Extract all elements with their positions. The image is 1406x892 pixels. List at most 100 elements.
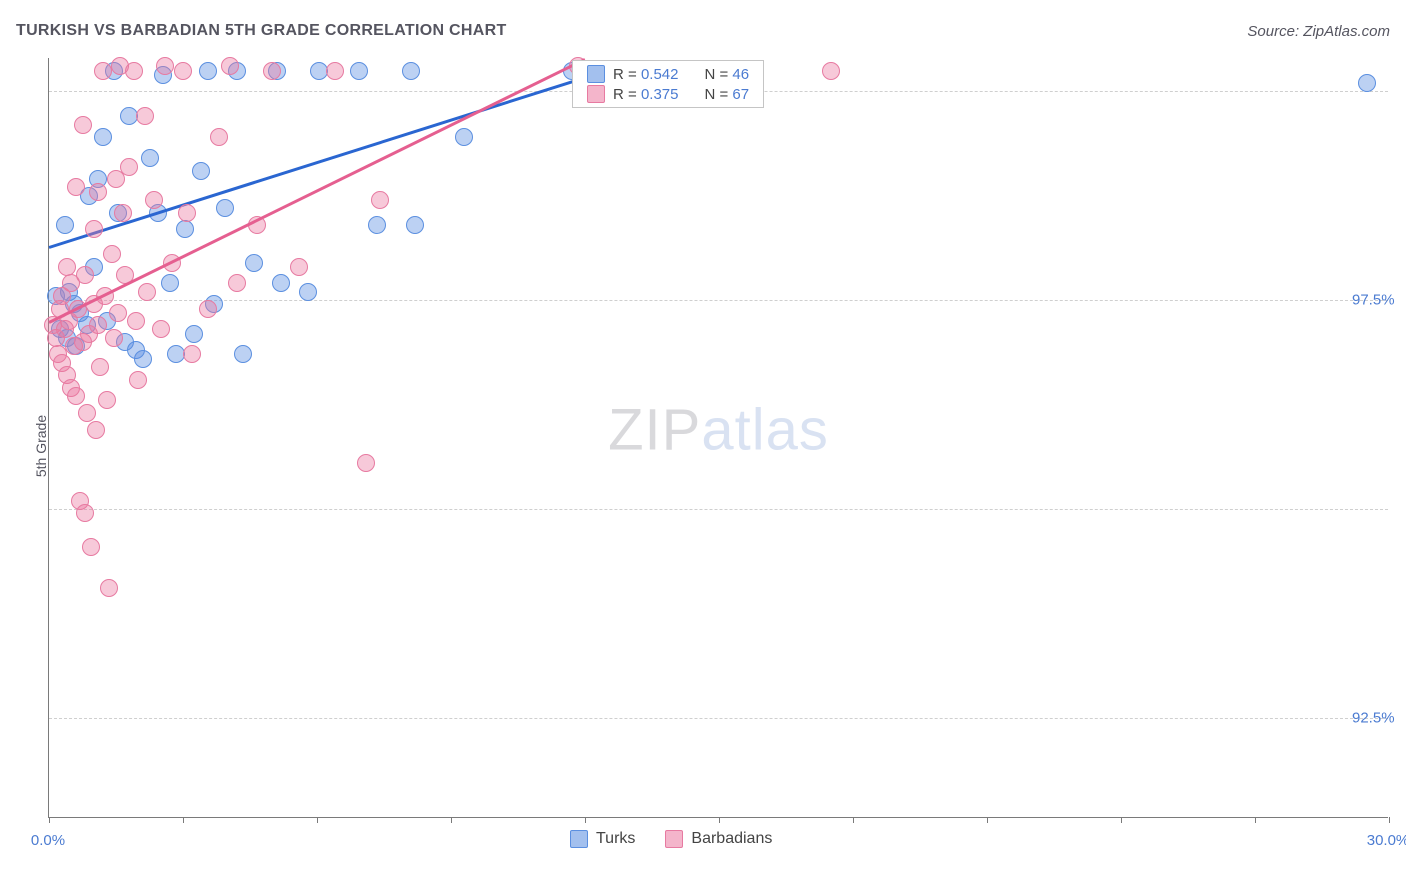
scatter-point <box>299 283 317 301</box>
scatter-point <box>210 128 228 146</box>
scatter-point <box>138 283 156 301</box>
series-legend-item: Barbadians <box>665 830 772 848</box>
scatter-point <box>183 345 201 363</box>
scatter-point <box>228 274 246 292</box>
scatter-point <box>326 62 344 80</box>
scatter-point <box>125 62 143 80</box>
scatter-point <box>85 220 103 238</box>
scatter-point <box>822 62 840 80</box>
scatter-point <box>221 57 239 75</box>
scatter-point <box>136 107 154 125</box>
scatter-point <box>129 371 147 389</box>
scatter-point <box>406 216 424 234</box>
legend-swatch <box>665 830 683 848</box>
x-tick <box>317 817 318 823</box>
scatter-point <box>161 274 179 292</box>
scatter-point <box>74 116 92 134</box>
x-tick-label: 0.0% <box>31 832 65 849</box>
plot-area: ZIPatlas <box>48 58 1388 818</box>
x-tick-label: 30.0% <box>1367 832 1406 849</box>
scatter-point <box>67 178 85 196</box>
scatter-point <box>56 216 74 234</box>
scatter-point <box>82 538 100 556</box>
scatter-point <box>91 358 109 376</box>
x-tick <box>719 817 720 823</box>
source-name: ZipAtlas.com <box>1303 23 1390 40</box>
x-tick <box>853 817 854 823</box>
scatter-point <box>156 57 174 75</box>
scatter-point <box>290 258 308 276</box>
scatter-point <box>76 504 94 522</box>
chart-source: Source: ZipAtlas.com <box>1247 23 1390 40</box>
scatter-point <box>185 325 203 343</box>
watermark: ZIPatlas <box>608 396 829 463</box>
scatter-point <box>371 191 389 209</box>
scatter-point <box>234 345 252 363</box>
scatter-point <box>145 191 163 209</box>
series-legend-label: Turks <box>596 830 635 848</box>
scatter-point <box>199 62 217 80</box>
x-tick <box>987 817 988 823</box>
gridline-h <box>49 509 1388 510</box>
scatter-point <box>216 199 234 217</box>
x-tick <box>49 817 50 823</box>
scatter-point <box>78 404 96 422</box>
x-tick <box>585 817 586 823</box>
scatter-point <box>350 62 368 80</box>
x-tick <box>1121 817 1122 823</box>
scatter-point <box>94 62 112 80</box>
scatter-point <box>1358 74 1376 92</box>
scatter-point <box>89 183 107 201</box>
n-label: N = 46 <box>704 66 749 83</box>
scatter-point <box>127 312 145 330</box>
scatter-point <box>120 158 138 176</box>
scatter-point <box>76 266 94 284</box>
scatter-point <box>67 387 85 405</box>
series-legend: Turks Barbadians <box>570 830 772 848</box>
scatter-point <box>114 204 132 222</box>
scatter-point <box>455 128 473 146</box>
scatter-point <box>192 162 210 180</box>
n-label: N = 67 <box>704 86 749 103</box>
scatter-point <box>357 454 375 472</box>
legend-swatch <box>587 65 605 83</box>
trend-line <box>48 58 585 324</box>
scatter-point <box>141 149 159 167</box>
scatter-point <box>176 220 194 238</box>
scatter-point <box>402 62 420 80</box>
correlation-legend-row: R = 0.375 N = 67 <box>573 84 763 104</box>
watermark-atlas: atlas <box>701 397 829 462</box>
chart-header: TURKISH VS BARBADIAN 5TH GRADE CORRELATI… <box>16 22 1390 40</box>
gridline-h <box>49 300 1388 301</box>
y-tick-label: 92.5% <box>1352 709 1395 726</box>
x-tick <box>1255 817 1256 823</box>
scatter-point <box>245 254 263 272</box>
legend-swatch <box>587 85 605 103</box>
y-axis-label: 5th Grade <box>33 415 49 477</box>
scatter-point <box>134 350 152 368</box>
watermark-zip: ZIP <box>608 397 701 462</box>
source-prefix: Source: <box>1247 23 1303 40</box>
scatter-point <box>100 579 118 597</box>
scatter-point <box>58 258 76 276</box>
scatter-point <box>368 216 386 234</box>
scatter-point <box>103 245 121 263</box>
r-label: R = 0.375 <box>613 86 678 103</box>
scatter-point <box>109 304 127 322</box>
gridline-h <box>49 718 1388 719</box>
x-tick <box>183 817 184 823</box>
correlation-legend-row: R = 0.542 N = 46 <box>573 64 763 84</box>
scatter-point <box>178 204 196 222</box>
scatter-point <box>87 421 105 439</box>
series-legend-item: Turks <box>570 830 635 848</box>
correlation-legend: R = 0.542 N = 46 R = 0.375 N = 67 <box>572 60 764 108</box>
x-tick <box>451 817 452 823</box>
scatter-point <box>174 62 192 80</box>
chart-title: TURKISH VS BARBADIAN 5TH GRADE CORRELATI… <box>16 22 507 40</box>
scatter-point <box>199 300 217 318</box>
scatter-point <box>89 316 107 334</box>
series-legend-label: Barbadians <box>691 830 772 848</box>
y-tick-label: 97.5% <box>1352 292 1395 309</box>
scatter-point <box>98 391 116 409</box>
r-label: R = 0.542 <box>613 66 678 83</box>
